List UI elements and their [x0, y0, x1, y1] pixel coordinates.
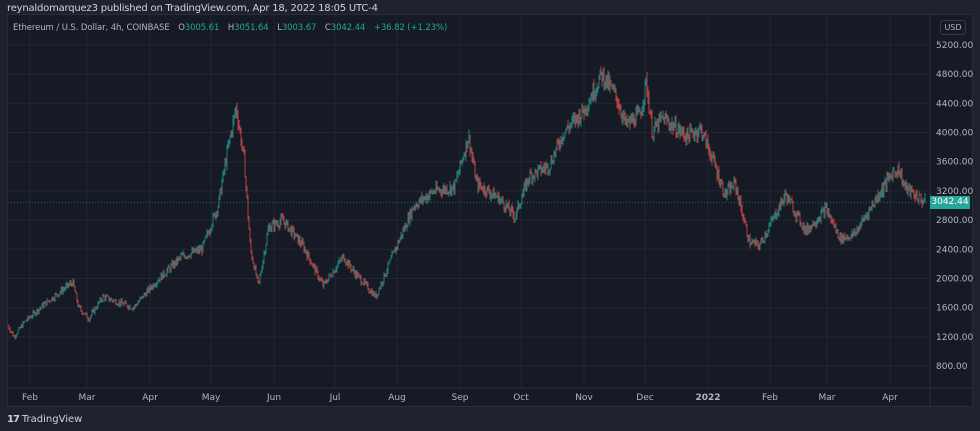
price-tick-label: 4400.00 — [936, 99, 973, 109]
price-change: +36.82 (+1.23%) — [373, 23, 448, 33]
price-tick-label: 3600.00 — [936, 158, 973, 168]
high-label: H — [227, 23, 235, 33]
currency-button[interactable]: USD — [940, 20, 966, 35]
price-tick-label: 800.00 — [936, 362, 968, 372]
time-tick-label: Sep — [452, 393, 469, 403]
time-tick-label: 2022 — [695, 393, 720, 403]
price-tick-label: 5200.00 — [936, 41, 973, 51]
price-tick-label: 1600.00 — [936, 304, 973, 314]
time-tick-label: Dec — [636, 393, 653, 403]
chart-frame[interactable] — [7, 14, 973, 407]
time-tick-label: Oct — [513, 393, 529, 403]
price-tick-label: 4000.00 — [936, 129, 973, 139]
candles — [7, 66, 926, 340]
close-value: 3042.44 — [330, 23, 366, 33]
low-value: 3003.67 — [281, 23, 317, 33]
last-price-tag: 3042.44 — [930, 196, 970, 209]
tradingview-footer[interactable]: 17 TradingView — [7, 414, 82, 425]
time-tick-label: Jun — [266, 393, 281, 403]
price-tick-label: 2000.00 — [936, 274, 973, 284]
time-tick-label: Mar — [79, 393, 96, 403]
time-tick-label: Nov — [575, 393, 593, 403]
time-tick-label: Jul — [329, 393, 341, 403]
tradingview-logo-icon: 17 — [7, 414, 20, 425]
low-label: L — [277, 23, 282, 33]
price-tick-label: 4800.00 — [936, 70, 973, 80]
open-value: 3005.61 — [184, 23, 220, 33]
time-tick-label: Apr — [142, 393, 158, 403]
time-tick-label: Feb — [762, 393, 778, 403]
symbol-legend: Ethereum / U.S. Dollar, 4h, COINBASE O30… — [13, 23, 447, 33]
brand-name: TradingView — [21, 414, 83, 425]
time-tick-label: Aug — [388, 393, 406, 403]
price-tick-label: 2800.00 — [936, 216, 973, 226]
price-tick-label: 2400.00 — [936, 245, 973, 255]
symbol-title: Ethereum / U.S. Dollar, 4h, COINBASE — [13, 23, 170, 33]
time-tick-label: Apr — [882, 393, 898, 403]
time-tick-label: Mar — [819, 393, 836, 403]
price-tick-label: 1200.00 — [936, 333, 973, 343]
time-tick-label: Feb — [22, 393, 38, 403]
close-label: C — [324, 23, 331, 33]
published-info: reynaldomarquez3 published on TradingVie… — [7, 3, 378, 14]
high-value: 3051.64 — [234, 23, 269, 33]
open-label: O — [178, 23, 185, 33]
price-tick-label: 3200.00 — [936, 187, 973, 197]
time-tick-label: May — [202, 393, 221, 403]
